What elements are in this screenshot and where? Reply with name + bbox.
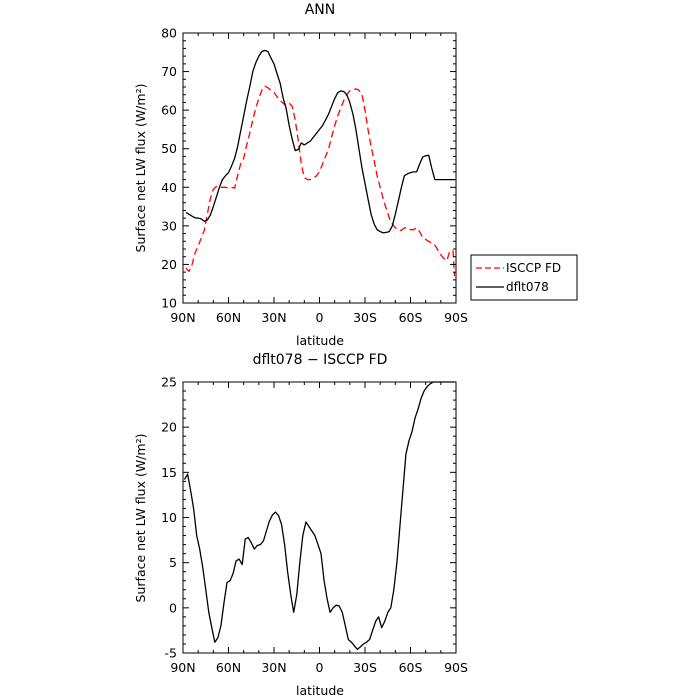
top-y-axis-label: Surface net LW flux (W/m²) <box>133 84 148 253</box>
bottom-y-tick-label: 0 <box>169 600 177 615</box>
legend: ISCCP FD dflt078 <box>470 254 578 301</box>
bottom-y-tick-label: 20 <box>161 420 177 435</box>
bottom-axis-ticks: 90N 60N 30N 0 30S 60S 90S -5 0 5 10 15 20 25 <box>161 375 468 676</box>
bottom-series-line-0 <box>183 381 455 651</box>
top-plot-area <box>185 49 456 277</box>
bottom-y-tick-label: 5 <box>169 555 177 570</box>
top-y-tick-label: 80 <box>161 26 177 41</box>
top-x-tick-label: 60S <box>399 310 423 325</box>
top-y-tick-label: 40 <box>161 180 177 195</box>
top-y-tick-label: 30 <box>161 218 177 233</box>
bottom-x-tick-label: 90N <box>170 660 195 675</box>
top-x-tick-label: 30S <box>353 310 377 325</box>
top-x-tick-label: 30N <box>261 310 286 325</box>
bottom-y-tick-label: -5 <box>165 646 177 661</box>
bottom-x-tick-label: 90S <box>444 660 468 675</box>
bottom-x-axis-label: latitude <box>296 683 344 698</box>
legend-label-isccp: ISCCP FD <box>506 261 561 275</box>
bottom-x-tick-label: 60N <box>216 660 241 675</box>
top-series-line-isccp-fd <box>185 85 456 277</box>
top-y-tick-label: 20 <box>161 257 177 272</box>
legend-label-dflt078: dflt078 <box>506 280 549 294</box>
bottom-y-tick-label: 10 <box>161 510 177 525</box>
top-y-tick-label: 50 <box>161 141 177 156</box>
top-y-tick-label: 60 <box>161 103 177 118</box>
top-series-line-dflt078 <box>185 49 455 234</box>
top-axis-ticks: 90N 60N 30N 0 30S 60S 90S 10 20 30 40 50 60 70 80 <box>161 26 468 326</box>
bottom-x-tick-label: 0 <box>316 660 324 675</box>
legend-box <box>470 254 578 301</box>
top-panel: ANN 90N 60N 30N 0 30S 60S 90S1020304050607080 … <box>133 2 578 348</box>
bottom-x-tick-label: 30S <box>353 660 377 675</box>
bottom-y-axis-label: Surface net LW flux (W/m²) <box>133 434 148 603</box>
bottom-x-tick-label: 60S <box>399 660 423 675</box>
top-x-tick-label: 90S <box>444 310 468 325</box>
bottom-chart-title: dflt078 − ISCCP FD <box>253 352 388 368</box>
top-chart-title: ANN <box>305 2 336 18</box>
top-y-tick-label: 10 <box>161 296 177 311</box>
top-x-axis-label: latitude <box>296 333 344 348</box>
bottom-x-tick-label: 30N <box>261 660 286 675</box>
top-y-tick-label: 70 <box>161 64 177 79</box>
bottom-panel: dflt078 − ISCCP FD 90N 60N 30N 0 30S 60S 90S -5… <box>133 352 468 698</box>
top-x-tick-label: 60N <box>216 310 241 325</box>
top-plot-frame <box>182 32 457 304</box>
top-x-tick-label: 90N <box>170 310 195 325</box>
bottom-y-tick-label: 25 <box>161 375 177 390</box>
bottom-y-tick-label: 15 <box>161 465 177 480</box>
top-x-tick-label: 0 <box>316 310 324 325</box>
bottom-plot-frame <box>182 381 457 654</box>
bottom-plot-area <box>183 381 455 651</box>
